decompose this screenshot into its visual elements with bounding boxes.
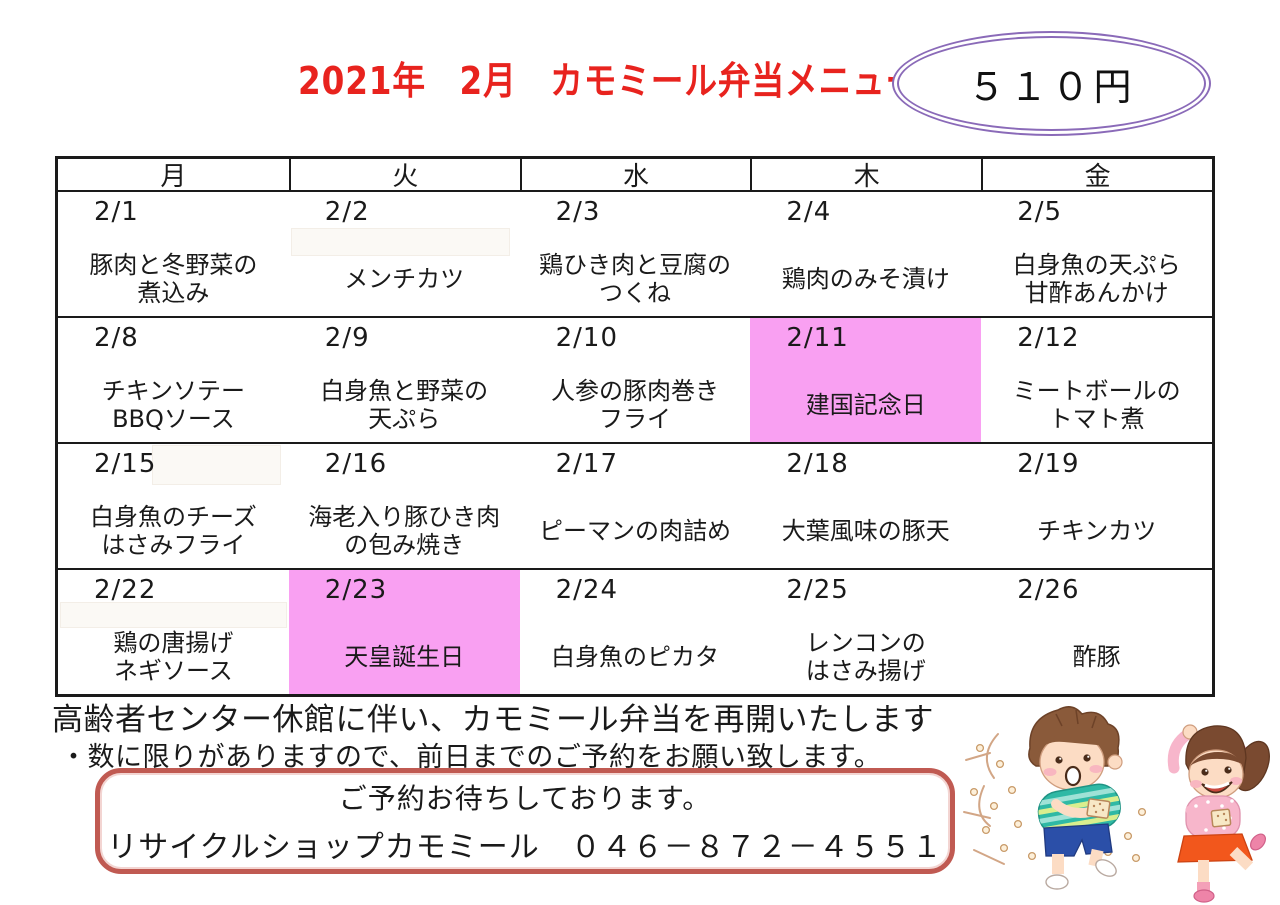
menu-item: 白身魚と野菜の 天ぷら — [320, 376, 489, 433]
menu-item: 豚肉と冬野菜の 煮込み — [89, 250, 258, 307]
day-header-mon: 月 — [160, 162, 187, 192]
setsubun-children-illustration — [963, 706, 1270, 903]
menu-item: 人参の豚肉巻き フライ — [550, 376, 719, 433]
price-badge: ５１０円 — [892, 31, 1211, 136]
date-label: 2/25 — [786, 575, 849, 605]
menu-item: 白身魚のピカタ — [550, 642, 719, 671]
date-label: 2/24 — [555, 575, 618, 605]
day-cell-2-3: 2/3 鶏ひき肉と豆腐の つくね — [519, 190, 751, 316]
day-cell-2-5: 2/5 白身魚の天ぷら 甘酢あんかけ — [981, 190, 1212, 316]
date-label: 2/12 — [1017, 323, 1080, 353]
menu-item: レンコンの はさみ揚げ — [805, 628, 926, 685]
day-cell-2-9: 2/9 白身魚と野菜の 天ぷら — [288, 316, 520, 442]
menu-item: 海老入り豚ひき肉 の包み焼き — [308, 502, 501, 559]
menu-item: チキンソテー BBQソース — [101, 376, 246, 433]
price-text: ５１０円 — [967, 65, 1136, 109]
date-label: 2/5 — [1017, 197, 1063, 227]
bento-menu-calendar: 月 火 水 木 金 2/1 豚肉と冬野菜の 煮込み 2/2 メンチカツ 2/3 … — [55, 156, 1215, 697]
menu-item: 白身魚のチーズ はさみフライ — [89, 502, 257, 559]
date-label: 2/3 — [555, 197, 601, 227]
day-cell-2-17: 2/17 ピーマンの肉詰め — [519, 442, 751, 568]
day-cell-2-15: 2/15 白身魚のチーズ はさみフライ — [58, 442, 289, 568]
day-cell-2-2: 2/2 メンチカツ — [288, 190, 520, 316]
date-label: 2/15 — [94, 449, 157, 479]
reservation-message: ご予約お待ちしております。 — [338, 781, 712, 815]
date-label: 2/17 — [555, 449, 618, 479]
day-cell-2-22: 2/22 鶏の唐揚げ ネギソース — [58, 568, 289, 694]
page-title: 2021年 2月 カモミール弁当メニュー — [298, 59, 920, 103]
girl-figure — [1167, 724, 1270, 903]
holiday-label: 天皇誕生日 — [344, 642, 465, 671]
day-cell-2-18: 2/18 大葉風味の豚天 — [750, 442, 982, 568]
menu-item: チキンカツ — [1036, 516, 1157, 545]
day-cell-2-25: 2/25 レンコンの はさみ揚げ — [750, 568, 982, 694]
motion-lines — [963, 733, 1005, 865]
menu-item: 大葉風味の豚天 — [781, 516, 950, 545]
menu-item: 鶏の唐揚げ ネギソース — [113, 628, 234, 685]
menu-item: 鶏肉のみそ漬け — [781, 264, 950, 293]
date-label: 2/22 — [94, 575, 157, 605]
reservation-box: ご予約お待ちしております。 リサイクルショップカモミール ０４６－８７２－４５５… — [95, 768, 955, 874]
boy-figure — [1028, 706, 1123, 890]
day-cell-2-24: 2/24 白身魚のピカタ — [519, 568, 751, 694]
artifact-box — [152, 445, 281, 485]
day-cell-2-19: 2/19 チキンカツ — [981, 442, 1212, 568]
day-header-thu: 木 — [750, 159, 981, 192]
day-cell-2-8: 2/8 チキンソテー BBQソース — [58, 316, 289, 442]
date-label: 2/19 — [1017, 449, 1080, 479]
date-label: 2/4 — [786, 197, 832, 227]
day-cell-2-4: 2/4 鶏肉のみそ漬け — [750, 190, 982, 316]
date-label: 2/11 — [786, 323, 849, 353]
menu-item: 酢豚 — [1072, 642, 1121, 671]
date-label: 2/16 — [324, 449, 388, 479]
date-label: 2/8 — [94, 323, 139, 353]
bean-box — [1086, 798, 1111, 819]
date-label: 2/1 — [94, 197, 139, 227]
day-cell-2-10: 2/10 人参の豚肉巻き フライ — [519, 316, 751, 442]
shop-name-and-phone: リサイクルショップカモミール ０４６－８７２－４５５１ — [107, 829, 943, 865]
price-badge-inner-ring — [897, 36, 1206, 131]
date-label: 2/18 — [786, 449, 849, 479]
menu-item: 白身魚の天ぷら 甘酢あんかけ — [1012, 250, 1181, 307]
day-cell-2-12: 2/12 ミートボールの トマト煮 — [981, 316, 1212, 442]
menu-item: ピーマンの肉詰め — [538, 516, 731, 545]
day-cell-2-11-holiday: 2/11 建国記念日 — [750, 316, 982, 442]
date-label: 2/23 — [324, 575, 388, 605]
notice-line-1: 高齢者センター休館に伴い、カモミール弁当を再開いたします — [52, 702, 934, 738]
menu-item: ミートボールの トマト煮 — [1012, 376, 1181, 433]
notice-line-2: ・数に限りがありますので、前日までのご予約をお願い致します。 — [60, 742, 882, 773]
day-cell-2-16: 2/16 海老入り豚ひき肉 の包み焼き — [288, 442, 520, 568]
date-label: 2/26 — [1017, 575, 1080, 605]
date-label: 2/2 — [324, 197, 370, 227]
date-label: 2/9 — [324, 323, 370, 353]
date-label: 2/10 — [555, 323, 618, 353]
menu-item: メンチカツ — [344, 264, 465, 293]
day-header-fri: 金 — [981, 159, 1212, 192]
day-header-tue: 火 — [288, 159, 520, 192]
holiday-label: 建国記念日 — [805, 390, 926, 419]
day-cell-2-1: 2/1 豚肉と冬野菜の 煮込み — [58, 190, 289, 316]
day-cell-2-26: 2/26 酢豚 — [981, 568, 1212, 694]
day-header-wed: 水 — [519, 159, 751, 192]
bean-box — [1210, 808, 1232, 828]
day-cell-2-23-holiday: 2/23 天皇誕生日 — [288, 568, 520, 694]
menu-item: 鶏ひき肉と豆腐の つくね — [538, 250, 731, 307]
